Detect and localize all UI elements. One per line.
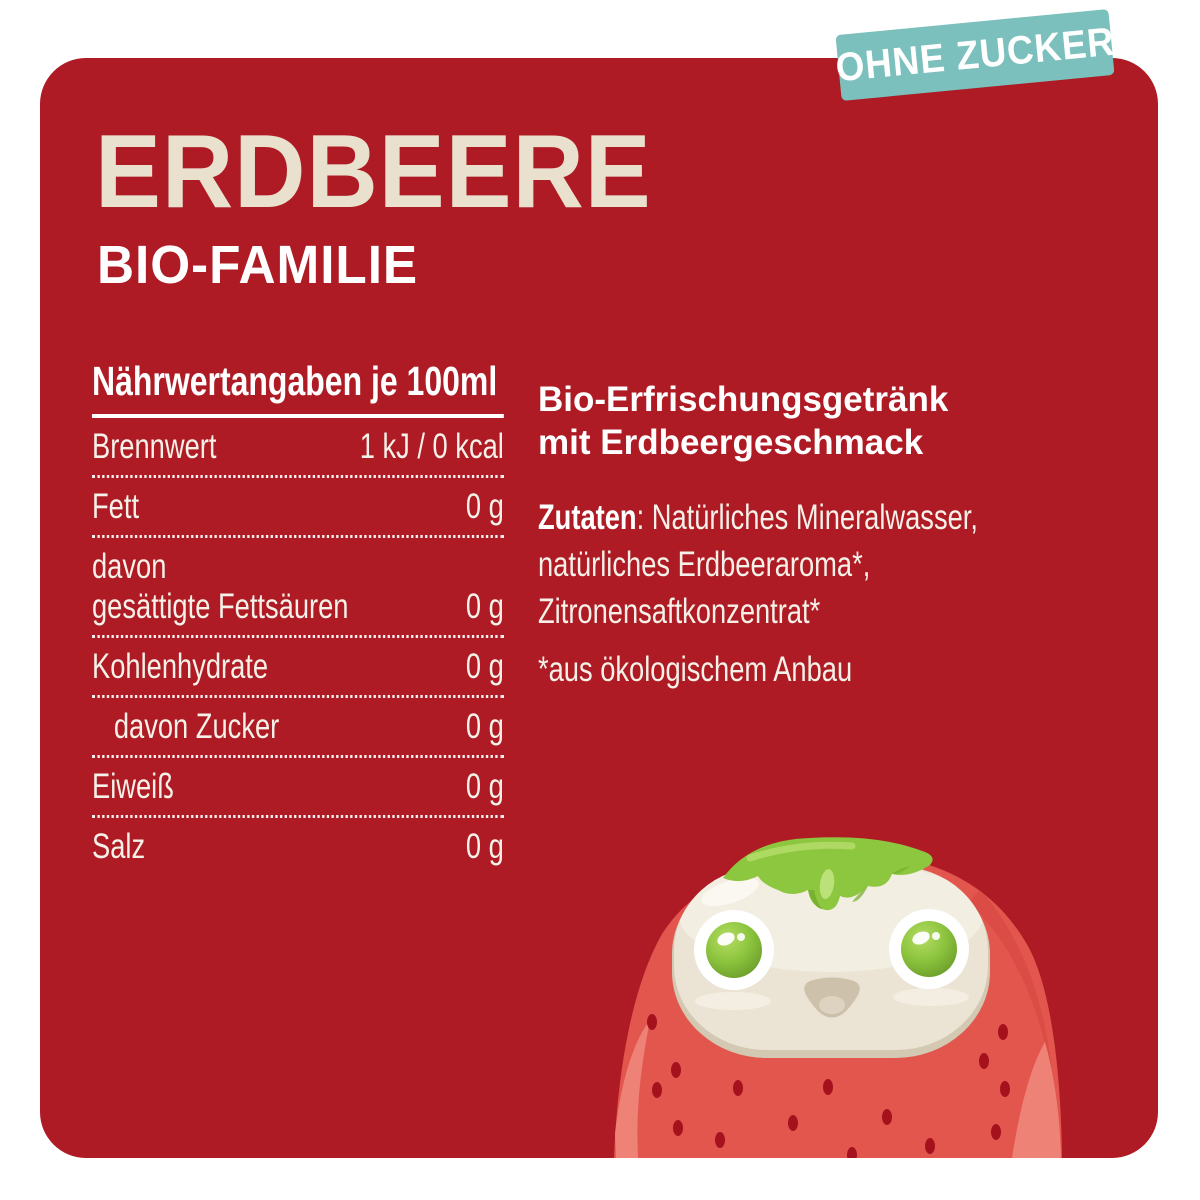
ingredients-label: Zutaten — [538, 498, 637, 537]
row-label-line1: davon — [92, 547, 167, 586]
table-row-fett: Fett 0 g — [92, 478, 504, 538]
mascot-eye-left — [694, 910, 774, 990]
table-row-kohlenhydrate: Kohlenhydrate 0 g — [92, 638, 504, 698]
row-value: 1 kJ / 0 kcal — [359, 427, 504, 466]
table-row-salz: Salz 0 g — [92, 818, 504, 875]
mascot-leaf-highlight — [819, 869, 835, 899]
mascot-leaf — [723, 837, 933, 911]
row-value: 0 g — [465, 767, 504, 806]
ingredients-line2: natürliches Erdbeeraroma*, — [538, 545, 871, 584]
ingredients-line3: Zitronensaftkonzentrat* — [538, 592, 821, 631]
row-label: Fett — [92, 487, 140, 526]
label-card: ERDBEERE BIO-FAMILIE Nährwertangaben je … — [40, 58, 1158, 1158]
row-label: Kohlenhydrate — [92, 647, 269, 686]
row-label: Eiweiß — [92, 767, 174, 806]
mascot-nose — [804, 977, 860, 1018]
row-value: 0 g — [465, 707, 504, 746]
mascot-cheek-left — [695, 992, 771, 1010]
table-row-eiweiss: Eiweiß 0 g — [92, 758, 504, 818]
description-line2: mit Erdbeergeschmack — [538, 423, 924, 462]
organic-footnote: *aus ökologischem Anbau — [538, 650, 853, 689]
mascot-body-highlight-left — [615, 1020, 650, 1158]
row-value: 0 g — [465, 487, 504, 526]
table-row-davon-zucker: davon Zucker 0 g — [92, 698, 504, 758]
row-value: 0 g — [465, 827, 504, 866]
row-label-line2: gesättigte Fettsäuren — [92, 587, 349, 626]
row-label: Salz — [92, 827, 146, 866]
mascot-eye-right — [889, 909, 969, 989]
row-label: davon Zucker — [113, 707, 280, 746]
nutrition-table: Nährwertangaben je 100ml Brennwert 1 kJ … — [92, 358, 504, 875]
row-label: davon gesättigte Fettsäuren — [92, 547, 348, 627]
mascot-face-gloss — [701, 878, 759, 906]
mascot-body-highlight-right — [1012, 1042, 1061, 1158]
ingredients-line1: Zutaten: Natürliches Mineralwasser, — [538, 494, 978, 541]
mascot-body-shade — [968, 890, 1052, 1072]
row-value: 0 g — [465, 647, 504, 686]
table-row-gesaettigte-fettsaeuren: davon gesättigte Fettsäuren 0 g — [92, 538, 504, 638]
ingredients-line1-rest: : Natürliches Mineralwasser, — [636, 498, 978, 537]
row-label: Brennwert — [92, 427, 217, 466]
row-value: 0 g — [465, 587, 504, 626]
description-line1: Bio-Erfrischungsgetränk — [538, 380, 949, 419]
product-title: ERDBEERE — [95, 114, 652, 230]
ingredients-block: Zutaten: Natürliches Mineralwasser, natü… — [538, 494, 978, 693]
strawberry-mascot — [614, 837, 1062, 1158]
product-subtitle: BIO-FAMILIE — [97, 235, 419, 295]
product-description: Bio-Erfrischungsgetränk mit Erdbeergesch… — [538, 378, 948, 464]
table-row-brennwert: Brennwert 1 kJ / 0 kcal — [92, 418, 504, 478]
nutrition-table-header: Nährwertangaben je 100ml — [92, 358, 504, 418]
mascot-cheek-right — [893, 988, 969, 1006]
mascot-seeds — [647, 1014, 1010, 1158]
